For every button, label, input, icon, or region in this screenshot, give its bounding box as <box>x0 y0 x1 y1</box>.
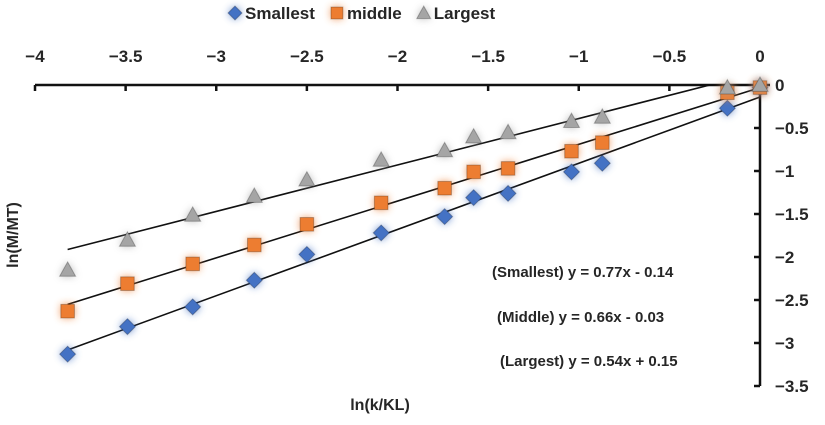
point-middle <box>595 135 610 150</box>
point-smallest <box>372 224 390 242</box>
point-largest <box>593 107 612 124</box>
point-smallest <box>183 298 202 316</box>
point-smallest <box>118 317 137 336</box>
point-smallest <box>58 345 77 363</box>
point-largest <box>499 123 517 140</box>
x-tick-label: −0.5 <box>653 47 687 66</box>
point-middle <box>373 195 389 211</box>
point-smallest <box>562 163 581 181</box>
point-largest <box>464 127 483 144</box>
legend-label: Smallest <box>245 4 315 23</box>
point-smallest <box>298 245 316 264</box>
legend-item-middle: middle <box>330 4 402 23</box>
y-tick-label: −2 <box>775 248 794 267</box>
trendline-equation: (Largest) y = 0.54x + 0.15 <box>500 353 678 370</box>
legend-label: Largest <box>434 4 496 23</box>
point-largest <box>372 150 391 167</box>
square-marker <box>330 6 344 20</box>
y-tick-label: −1.5 <box>775 205 809 224</box>
trendline-middle <box>67 86 761 306</box>
legend: Smallest middle Largest <box>227 4 496 23</box>
point-middle <box>185 256 200 272</box>
point-smallest <box>718 99 737 117</box>
point-middle <box>500 161 516 176</box>
y-axis-title: ln(M/MT) <box>5 202 22 268</box>
point-largest <box>245 186 264 203</box>
y-tick-label: −0.5 <box>775 119 809 138</box>
point-middle <box>247 237 262 253</box>
point-smallest <box>499 184 517 203</box>
triangle-marker <box>415 4 432 20</box>
legend-item-largest: Largest <box>415 4 496 23</box>
trendline-largest <box>67 85 713 251</box>
point-smallest <box>464 188 483 207</box>
x-tick-label: −2.5 <box>290 47 324 66</box>
point-largest <box>562 112 581 129</box>
y-tick-label: −3 <box>775 334 794 353</box>
point-middle <box>466 164 481 180</box>
y-tick-label: −2.5 <box>775 291 809 310</box>
legend-label: middle <box>347 4 402 23</box>
point-largest <box>183 205 202 222</box>
point-largest <box>298 170 316 187</box>
x-tick-label: 0 <box>755 47 764 66</box>
y-tick-label: 0 <box>775 76 784 95</box>
y-tick-label: −1 <box>775 162 794 181</box>
point-smallest <box>245 271 264 289</box>
x-tick-label: −3 <box>207 47 226 66</box>
trendline-equation: (Smallest) y = 0.77x - 0.14 <box>492 264 674 281</box>
point-largest <box>58 260 77 277</box>
x-tick-label: −3.5 <box>109 47 143 66</box>
point-largest <box>718 78 737 95</box>
point-middle <box>120 276 135 291</box>
trendline-smallest <box>67 96 761 351</box>
point-smallest <box>435 207 454 226</box>
diamond-marker <box>227 5 243 21</box>
y-tick-label: −3.5 <box>775 377 809 396</box>
point-largest <box>751 75 769 92</box>
trendline-equation: (Middle) y = 0.66x - 0.03 <box>497 309 664 326</box>
x-axis-title: ln(k/KL) <box>350 397 410 414</box>
point-middle <box>299 217 315 232</box>
point-largest <box>118 230 137 247</box>
point-middle <box>437 180 452 196</box>
point-largest <box>435 141 454 158</box>
x-tick-label: −2 <box>388 47 407 66</box>
point-smallest <box>593 154 612 172</box>
legend-item-smallest: Smallest <box>227 4 315 23</box>
x-tick-label: −1.5 <box>471 47 505 66</box>
x-tick-label: −1 <box>569 47 588 66</box>
x-tick-label: −4 <box>25 47 45 66</box>
point-middle <box>564 143 579 159</box>
point-middle <box>60 303 75 319</box>
